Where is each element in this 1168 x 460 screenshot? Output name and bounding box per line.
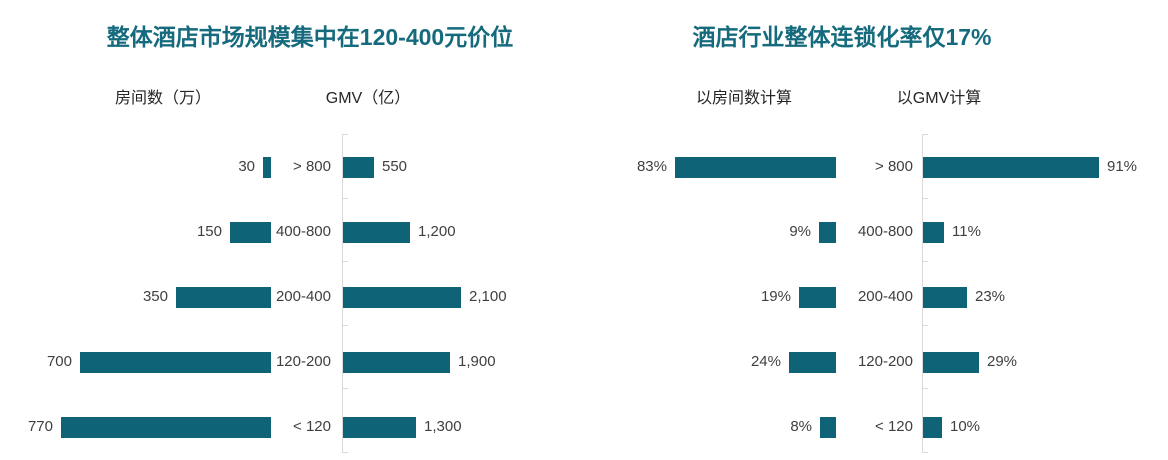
bars-gmv-value-label: 1,300: [424, 418, 462, 435]
bars-gmv-bar: [343, 351, 450, 373]
bars-chain-rate-rooms-value-label: 8%: [790, 418, 812, 435]
category-labels-right-chart: 200-400: [857, 288, 913, 305]
axis-tick: [342, 134, 348, 135]
bars-chain-rate-rooms-bar: [789, 351, 836, 373]
axis-tick: [342, 452, 348, 453]
bars-chain-rate-rooms-value-label: 24%: [750, 353, 781, 370]
bars-room-count-bar: [176, 286, 271, 308]
bars-chain-rate-rooms-value-label: 9%: [789, 223, 811, 240]
bars-chain-rate-rooms-bar: [820, 416, 836, 438]
axis-tick: [922, 324, 928, 326]
axis-tick: [342, 261, 348, 263]
bars-gmv-value-label: 1,200: [418, 223, 456, 240]
bars-gmv-bar: [343, 286, 461, 308]
series-label-by-gmv: 以GMV计算: [896, 90, 982, 107]
value-axis-left-chart: [342, 134, 343, 452]
category-labels-right-chart: 120-200: [857, 353, 913, 370]
left-chart-title: 整体酒店市场规模集中在120-400元价位: [106, 24, 514, 50]
bars-chain-rate-gmv-value-label: 10%: [950, 418, 981, 435]
bars-room-count-bar: [61, 416, 271, 438]
bars-room-count-value-label: 350: [142, 288, 168, 305]
category-labels-left-chart: 200-400: [275, 288, 331, 305]
bars-chain-rate-gmv-value-label: 11%: [952, 223, 981, 240]
bars-chain-rate-rooms-value-label: 83%: [636, 158, 667, 175]
category-labels-right-chart: < 120: [875, 418, 913, 435]
bars-chain-rate-gmv-value-label: 91%: [1107, 158, 1138, 175]
bars-chain-rate-gmv-value-label: 23%: [975, 288, 1006, 305]
bars-gmv-bar: [343, 156, 374, 178]
category-labels-right-chart: 400-800: [857, 223, 913, 240]
bars-chain-rate-gmv-value-label: 29%: [987, 353, 1018, 370]
axis-tick: [922, 134, 928, 135]
bars-room-count-value-label: 150: [196, 223, 222, 240]
value-axis-right-chart: [922, 134, 923, 452]
bars-chain-rate-gmv-bar: [923, 221, 944, 243]
axis-tick: [342, 388, 348, 390]
bars-chain-rate-rooms-bar: [675, 156, 836, 178]
category-labels-right-chart: > 800: [875, 158, 913, 175]
series-label-gmv: GMV（亿）: [325, 90, 411, 107]
bars-chain-rate-gmv-bar: [923, 156, 1099, 178]
category-labels-left-chart: 400-800: [275, 223, 331, 240]
axis-tick: [922, 452, 928, 453]
bars-chain-rate-gmv-bar: [923, 416, 942, 438]
bars-gmv-value-label: 550: [382, 158, 408, 175]
bars-gmv-value-label: 1,900: [458, 353, 496, 370]
category-labels-left-chart: 120-200: [275, 353, 331, 370]
bars-gmv-bar: [343, 221, 410, 243]
bars-room-count-bar: [80, 351, 271, 373]
series-label-by-room-count: 以房间数计算: [695, 90, 792, 107]
bars-gmv-value-label: 2,100: [469, 288, 507, 305]
bars-room-count-value-label: 700: [46, 353, 72, 370]
bars-chain-rate-rooms-value-label: 19%: [760, 288, 791, 305]
axis-tick: [342, 324, 348, 326]
bars-chain-rate-rooms-bar: [819, 221, 836, 243]
bars-gmv-bar: [343, 416, 416, 438]
category-labels-left-chart: < 120: [293, 418, 331, 435]
bars-room-count-bar: [230, 221, 271, 243]
bars-room-count-value-label: 30: [238, 158, 255, 175]
axis-tick: [922, 388, 928, 390]
axis-tick: [342, 197, 348, 199]
right-chart-title: 酒店行业整体连锁化率仅17%: [692, 24, 992, 50]
bars-chain-rate-rooms-bar: [799, 286, 836, 308]
category-labels-left-chart: > 800: [293, 158, 331, 175]
axis-tick: [922, 261, 928, 263]
bars-chain-rate-gmv-bar: [923, 351, 979, 373]
bars-chain-rate-gmv-bar: [923, 286, 967, 308]
bars-room-count-bar: [263, 156, 271, 178]
series-label-room-count: 房间数（万）: [114, 90, 211, 107]
bars-room-count-value-label: 770: [27, 418, 53, 435]
axis-tick: [922, 197, 928, 199]
